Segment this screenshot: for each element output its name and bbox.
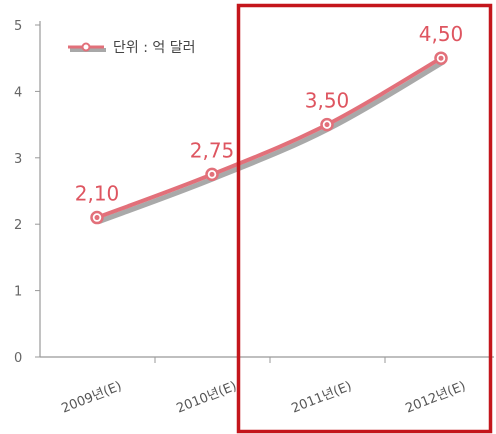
legend: 단위 : 억 달러 — [68, 40, 195, 56]
legend-marker — [81, 42, 91, 52]
highlight-box — [236, 3, 493, 434]
x-tick-label: 2010년(E) — [174, 379, 238, 417]
y-tick-label: 2 — [14, 218, 22, 233]
data-point-core — [94, 215, 100, 221]
series-line — [95, 56, 443, 220]
y-tick-label: 4 — [14, 85, 22, 100]
y-tick-label: 1 — [14, 285, 22, 300]
axes — [35, 21, 494, 363]
data-point-core — [438, 55, 444, 61]
data-label: 3,50 — [305, 89, 350, 113]
legend-swatch — [68, 42, 106, 52]
y-tick-label: 3 — [14, 152, 22, 167]
data-labels: 2,10 2,75 3,50 4,50 — [75, 22, 464, 205]
legend-label: 단위 : 억 달러 — [113, 40, 195, 56]
x-tick-label: 2012년(E) — [403, 379, 467, 417]
data-point-core — [209, 171, 215, 177]
data-label: 2,10 — [75, 182, 120, 206]
y-tick-label: 0 — [14, 351, 22, 366]
x-tick-label: 2011년(E) — [289, 379, 353, 417]
data-label: 2,75 — [190, 138, 235, 162]
data-label: 4,50 — [419, 22, 464, 46]
series-line-shadow — [96, 59, 446, 225]
data-point-core — [324, 122, 330, 128]
data-points — [90, 51, 448, 225]
y-tick-label: 5 — [14, 19, 22, 34]
series-lines — [95, 56, 446, 225]
x-tick-label: 2009년(E) — [59, 379, 123, 417]
